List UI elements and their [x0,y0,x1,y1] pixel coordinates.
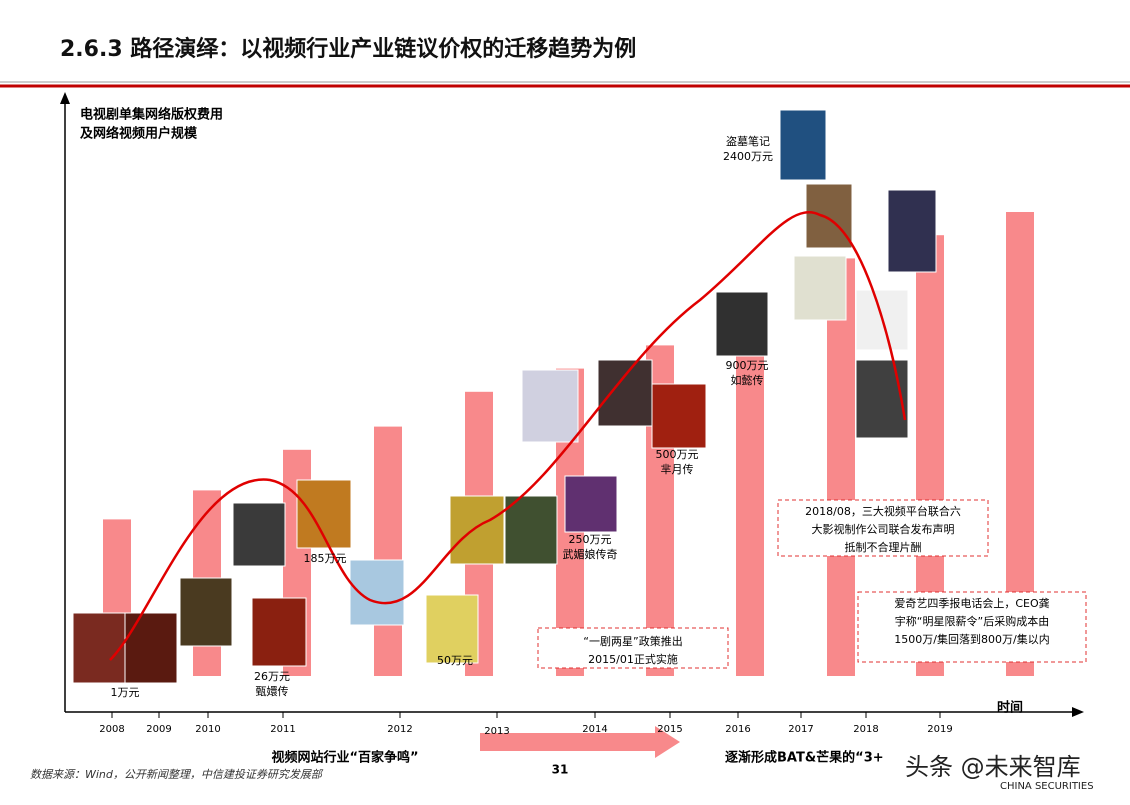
phase-label: 逐渐形成BAT&芒果的“3+ [725,750,884,766]
poster-thumbnail [521,369,579,443]
value-annotation: 2400万元 [723,150,773,163]
note-box [777,499,989,557]
note-text: 抵制不合理片酬 [845,540,922,554]
note-text: 1500万/集回落到800万/集以内 [894,632,1049,646]
note-text: 2018/08，三大视频平台联合六 [805,504,961,518]
value-annotation: 1万元 [111,686,140,699]
trend-curve [109,211,907,661]
x-tick-label: 2017 [788,724,813,735]
x-tick-label: 2010 [195,724,220,735]
note-box [537,627,729,669]
value-annotation: 如懿传 [731,373,764,387]
poster-thumbnail [793,255,847,321]
poster-thumbnail [232,502,286,567]
phase-arrow [480,726,680,758]
value-annotation: 500万元 [656,448,699,461]
poster-thumbnail [251,597,307,667]
bar [374,426,402,676]
poster-thumbnail [597,359,653,427]
x-tick-label: 2009 [146,724,171,735]
value-annotation: 26万元 [254,670,290,683]
poster-thumbnail [715,291,769,357]
value-annotation: 武媚娘传奇 [563,547,618,561]
y-axis-label: 电视剧单集网络版权费用 [80,107,223,123]
x-tick-label: 2011 [270,724,295,735]
value-annotation: 50万元 [437,654,473,667]
note-text: 宇称“明星限薪令”后采购成本由 [895,614,1049,628]
x-axis-label: 时间 [997,700,1023,716]
note-text: “一剧两星”政策推出 [583,634,682,648]
bar [827,258,855,676]
poster-thumbnail [179,577,233,647]
value-annotation: 900万元 [726,359,769,372]
slide-title: 2.6.3 路径演绎：以视频行业产业链议价权的迁移趋势为例 [60,36,636,62]
note-text: 2015/01正式实施 [588,652,678,666]
page-number: 31 [552,763,569,777]
value-annotation: 250万元 [569,533,612,546]
x-tick-label: 2016 [725,724,750,735]
poster-thumbnail [651,383,707,449]
poster-thumbnail [504,495,558,565]
watermark: 头条 @未来智库 [905,753,1081,781]
value-annotation: 芈月传 [661,463,694,476]
x-tick-label: 2008 [99,724,124,735]
poster-thumbnail [779,109,827,181]
poster-thumbnail [887,189,937,273]
poster-thumbnail [425,594,479,664]
poster-thumbnail [124,612,178,684]
source-note: 数据来源：Wind，公开新闻整理，中信建投证券研究发展部 [30,768,324,781]
value-annotation: 185万元 [304,552,347,565]
y-axis-label: 及网络视频用户规模 [80,126,198,142]
poster-thumbnail [449,495,505,565]
x-tick-label: 2015 [657,724,682,735]
poster-thumbnail [855,359,909,439]
bar [736,299,764,676]
poster-thumbnail [72,612,126,684]
x-tick-label: 2012 [387,724,412,735]
x-tick-label: 2018 [853,724,878,735]
note-text: 爱奇艺四季报电话会上，CEO龚 [894,596,1049,610]
poster-thumbnail [564,475,618,533]
poster-thumbnail [349,559,405,626]
value-annotation: 甄嬛传 [256,684,289,698]
note-box [857,591,1087,663]
note-text: 大影视制作公司联合发布声明 [812,522,955,536]
x-tick-label: 2014 [582,724,607,735]
x-tick-label: 2013 [484,726,509,737]
poster-thumbnail [805,183,853,249]
phase-label: 视频网站行业“百家争鸣” [271,750,418,766]
x-tick-label: 2019 [927,724,952,735]
x-axis-arrow [1072,707,1084,717]
y-axis-arrow [60,92,70,104]
brand: CHINA SECURITIES [1000,781,1094,792]
value-annotation: 盗墓笔记 [726,134,770,148]
